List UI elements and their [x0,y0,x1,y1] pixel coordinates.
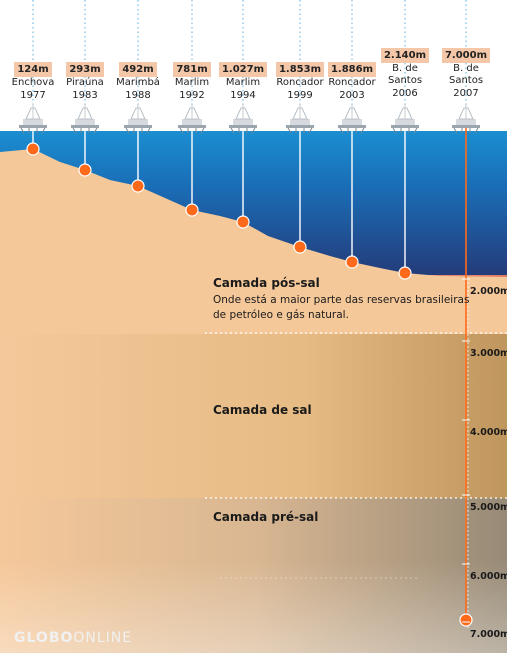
platform-depth: 124m [14,62,52,77]
seabed [0,149,507,334]
oil-rig-icon [71,104,99,134]
guide-lines [32,0,467,108]
bottom-fade [0,560,507,653]
platform-label: 781m Marlim 1992 [160,57,224,102]
sal-band [0,333,507,498]
platform-label: 293m Piraúna 1983 [53,57,117,102]
platform-label: 1.886m Roncador 2003 [320,57,384,102]
logo-bold: GLOBO [14,630,74,646]
depth-markers [26,142,473,627]
pre-sal-title: Camada pré-sal [213,510,319,524]
oil-rig-icon [391,104,419,134]
scale-label: 5.000m [470,502,507,513]
platform-year: 1994 [230,90,256,101]
pos-sal-title: Camada pós-sal [213,276,320,290]
platform-name: Piraúna [66,77,104,88]
oil-rig-icon [338,104,366,134]
platform-year: 2006 [392,88,418,99]
platform-year: 1999 [287,90,313,101]
platform-name: Enchova [11,77,55,88]
platform-name-2: Santos [448,75,484,86]
scale-label: 4.000m [470,427,507,438]
depth-marker [398,266,412,280]
depth-marker [459,613,473,627]
drill-lines [32,126,467,620]
oil-rig-icon [124,104,152,134]
platform-depth: 293m [66,62,104,77]
platform-depth: 1.853m [275,62,325,77]
depth-marker [236,215,250,229]
platform-depth: 2.140m [380,48,430,63]
platform-depth: 781m [173,62,211,77]
depth-marker [293,240,307,254]
platform-depth: 1.886m [327,62,377,77]
oil-rig-icon [286,104,314,134]
scale-label: 2.000m [470,286,507,297]
platform-year: 1983 [72,90,98,101]
platform-year: 2007 [453,88,479,99]
depth-marker [26,142,40,156]
oil-rig-icon [19,104,47,134]
platform-name: B. de [392,63,418,74]
platform-depth: 1.027m [218,62,268,77]
oil-rig-icon [452,104,480,134]
depth-marker [78,163,92,177]
oil-rig-icon [229,104,257,134]
globo-online-logo: GLOBOONLINE [14,630,132,646]
sal-title: Camada de sal [213,403,312,417]
platform-year: 1988 [125,90,151,101]
platform-label: 492m Marimbá 1988 [106,57,170,102]
platform-label: 1.853m Roncador 1999 [268,57,332,102]
scale-label: 7.000m [470,629,507,640]
pos-sal-description: Onde está a maior parte das reservas bra… [213,294,470,321]
platform-rigs [19,104,480,134]
platform-label: 2.140m B. de Santos 2006 [373,43,437,100]
platform-label: 124m Enchova 1977 [1,57,65,102]
platform-year: 2003 [339,90,365,101]
platform-year: 1977 [20,90,46,101]
platform-name: Roncador [276,77,324,88]
platform-name: Marimbá [116,77,160,88]
oil-rig-icon [178,104,206,134]
platform-year: 1992 [179,90,205,101]
platform-depth: 492m [119,62,157,77]
platform-name: B. de [453,63,479,74]
depth-marker [131,179,145,193]
platform-name: Marlim [174,77,210,88]
scale-ticks [462,278,470,623]
platform-name: Marlim [225,77,261,88]
scale-label: 6.000m [470,571,507,582]
platform-label: 1.027m Marlim 1994 [211,57,275,102]
platform-label: 7.000m B. de Santos 2007 [434,43,498,100]
scale-label: 3.000m [470,348,507,359]
depth-marker [185,203,199,217]
platform-name: Roncador [328,77,376,88]
platform-depth: 7.000m [441,48,491,63]
depth-marker [345,255,359,269]
logo-thin: ONLINE [73,630,133,646]
platform-name-2: Santos [387,75,423,86]
